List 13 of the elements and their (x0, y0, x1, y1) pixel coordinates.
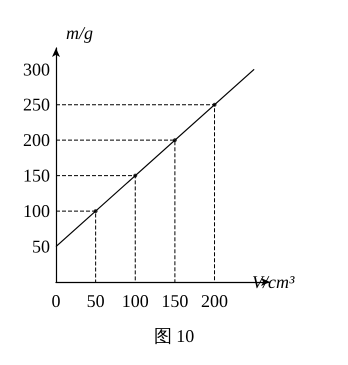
y-tick-label: 300 (23, 59, 50, 80)
caption: 图 10 (154, 326, 194, 346)
y-tick-label: 250 (23, 94, 50, 115)
x-tick-label: 100 (122, 291, 149, 311)
y-axis-title: m/g (66, 23, 93, 43)
x-tick-label: 50 (86, 291, 105, 311)
y-tick-label: 50 (32, 236, 50, 257)
x-tick-label: 0 (52, 291, 60, 311)
x-tick-label: 200 (201, 291, 228, 311)
y-tick-label: 150 (23, 166, 50, 186)
y-tick-label: 200 (23, 130, 50, 150)
x-tick-label: 150 (161, 291, 188, 311)
y-tick-label: 100 (23, 201, 50, 222)
